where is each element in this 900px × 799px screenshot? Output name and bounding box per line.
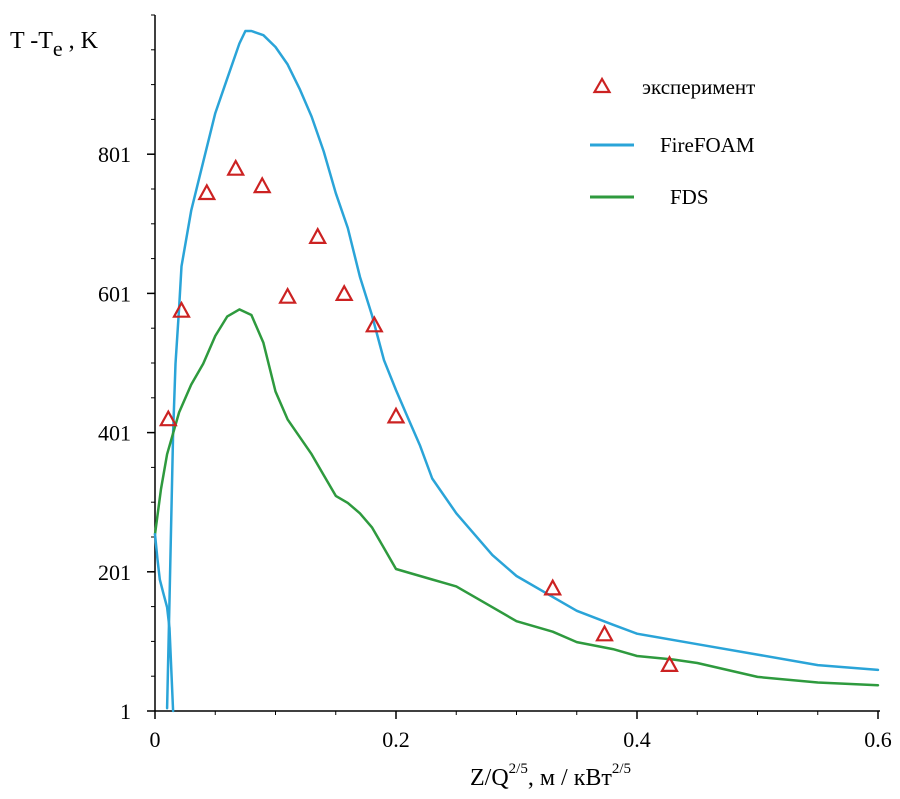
y-axis-title-main: T -T xyxy=(10,28,53,54)
markers xyxy=(158,158,679,673)
x-tick-label: 0.2 xyxy=(382,727,410,752)
legend-label: FireFOAM xyxy=(660,133,755,157)
series-line-firefoam xyxy=(165,29,880,710)
legend-label: FDS xyxy=(670,185,709,209)
x-axis-title-base: Z/Q xyxy=(470,765,509,791)
data-point xyxy=(334,284,354,301)
data-point xyxy=(252,176,272,194)
data-point xyxy=(595,624,614,642)
y-axis-title-sub: e xyxy=(53,36,63,61)
axes xyxy=(154,15,880,712)
data-point xyxy=(364,315,384,333)
data-point xyxy=(308,226,328,244)
tick-labels: 0 0.2 0.4 0.6 1 201 401 601 801 xyxy=(98,142,892,752)
y-axis-title-unit: , K xyxy=(63,28,99,54)
data-point xyxy=(278,286,297,304)
data-point xyxy=(197,183,217,201)
ticks xyxy=(147,14,879,719)
x-tick-label: 0.6 xyxy=(864,727,892,752)
legend: эксперимент FireFOAM FDS xyxy=(590,75,755,209)
x-axis-title-exp: 2/5 xyxy=(509,761,528,777)
data-point xyxy=(172,300,191,318)
series-line-fds xyxy=(153,308,880,687)
legend-marker-experiment xyxy=(592,76,612,94)
data-point xyxy=(158,409,178,427)
data-point xyxy=(543,578,563,596)
legend-label: эксперимент xyxy=(642,75,755,99)
data-point xyxy=(660,655,679,673)
y-axis-title: T -Te , K xyxy=(10,28,99,61)
x-axis-title-unit: , м / кВт xyxy=(528,765,613,791)
series-line-firefoam-lower xyxy=(153,532,175,713)
x-tick-label: 0 xyxy=(150,727,161,752)
x-axis-title: Z/Q2/5, м / кВт2/5 xyxy=(470,761,631,791)
x-axis-title-unit-exp: 2/5 xyxy=(612,761,631,777)
series-layer xyxy=(153,29,880,713)
data-point xyxy=(386,406,406,424)
y-tick-label: 1 xyxy=(120,699,131,724)
y-tick-label: 401 xyxy=(98,421,131,446)
y-tick-label: 601 xyxy=(98,281,131,306)
x-tick-label: 0.4 xyxy=(623,727,651,752)
y-tick-label: 801 xyxy=(98,142,131,167)
y-tick-label: 201 xyxy=(98,560,131,585)
data-point xyxy=(226,158,246,176)
